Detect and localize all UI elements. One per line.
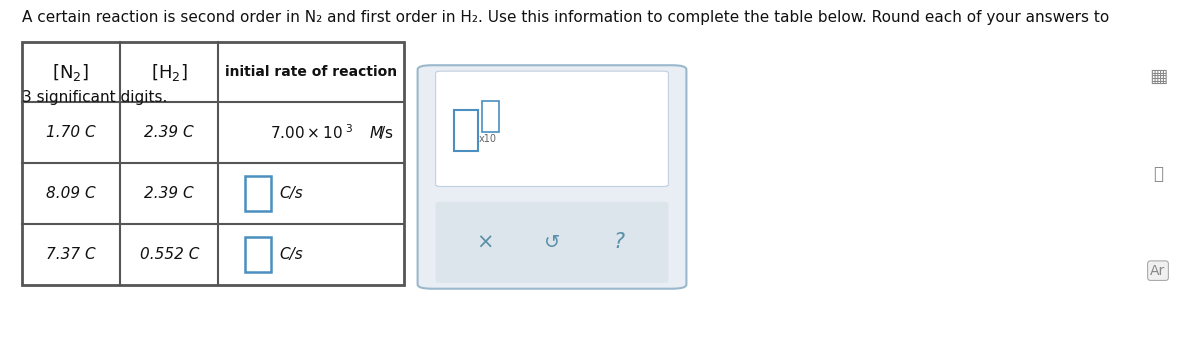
Text: 3 significant digits.: 3 significant digits. [22,90,167,105]
Text: initial rate of reaction: initial rate of reaction [226,65,397,79]
Text: 0.552 Ϲ: 0.552 Ϲ [139,247,199,262]
FancyBboxPatch shape [436,71,668,186]
Text: 2.39 Ϲ: 2.39 Ϲ [144,125,194,140]
Text: ?: ? [613,232,625,252]
Bar [454,110,478,151]
Text: $\left[\mathrm{H_2}\right]$: $\left[\mathrm{H_2}\right]$ [151,61,187,83]
Bar [245,176,271,211]
Text: Ϲ/s: Ϲ/s [280,247,304,262]
Text: ×: × [476,232,493,252]
Text: Ϲ/s: Ϲ/s [280,186,304,201]
Text: 1.70 Ϲ: 1.70 Ϲ [46,125,96,140]
Text: $M\!\mathrm{/s}$: $M\!\mathrm{/s}$ [370,124,394,141]
Text: 2.39 Ϲ: 2.39 Ϲ [144,186,194,201]
Text: ↺: ↺ [544,233,560,252]
Text: $7.00 \times 10^{\ 3}$: $7.00 \times 10^{\ 3}$ [270,124,353,142]
FancyBboxPatch shape [436,202,668,283]
Text: 8.09 Ϲ: 8.09 Ϲ [46,186,96,201]
Bar [245,237,271,271]
Text: A certain reaction is second order in N₂ and first order in H₂. Use this informa: A certain reaction is second order in N₂… [22,10,1109,25]
Text: ▦: ▦ [1148,67,1168,86]
Text: x10: x10 [479,134,497,144]
Text: 📊: 📊 [1153,164,1163,183]
Bar [482,101,499,133]
FancyBboxPatch shape [418,65,686,289]
Text: 7.37 Ϲ: 7.37 Ϲ [46,247,96,262]
Text: Ar: Ar [1151,264,1165,278]
Text: $\left[\mathrm{N_2}\right]$: $\left[\mathrm{N_2}\right]$ [53,61,89,83]
Bar [22,42,404,285]
